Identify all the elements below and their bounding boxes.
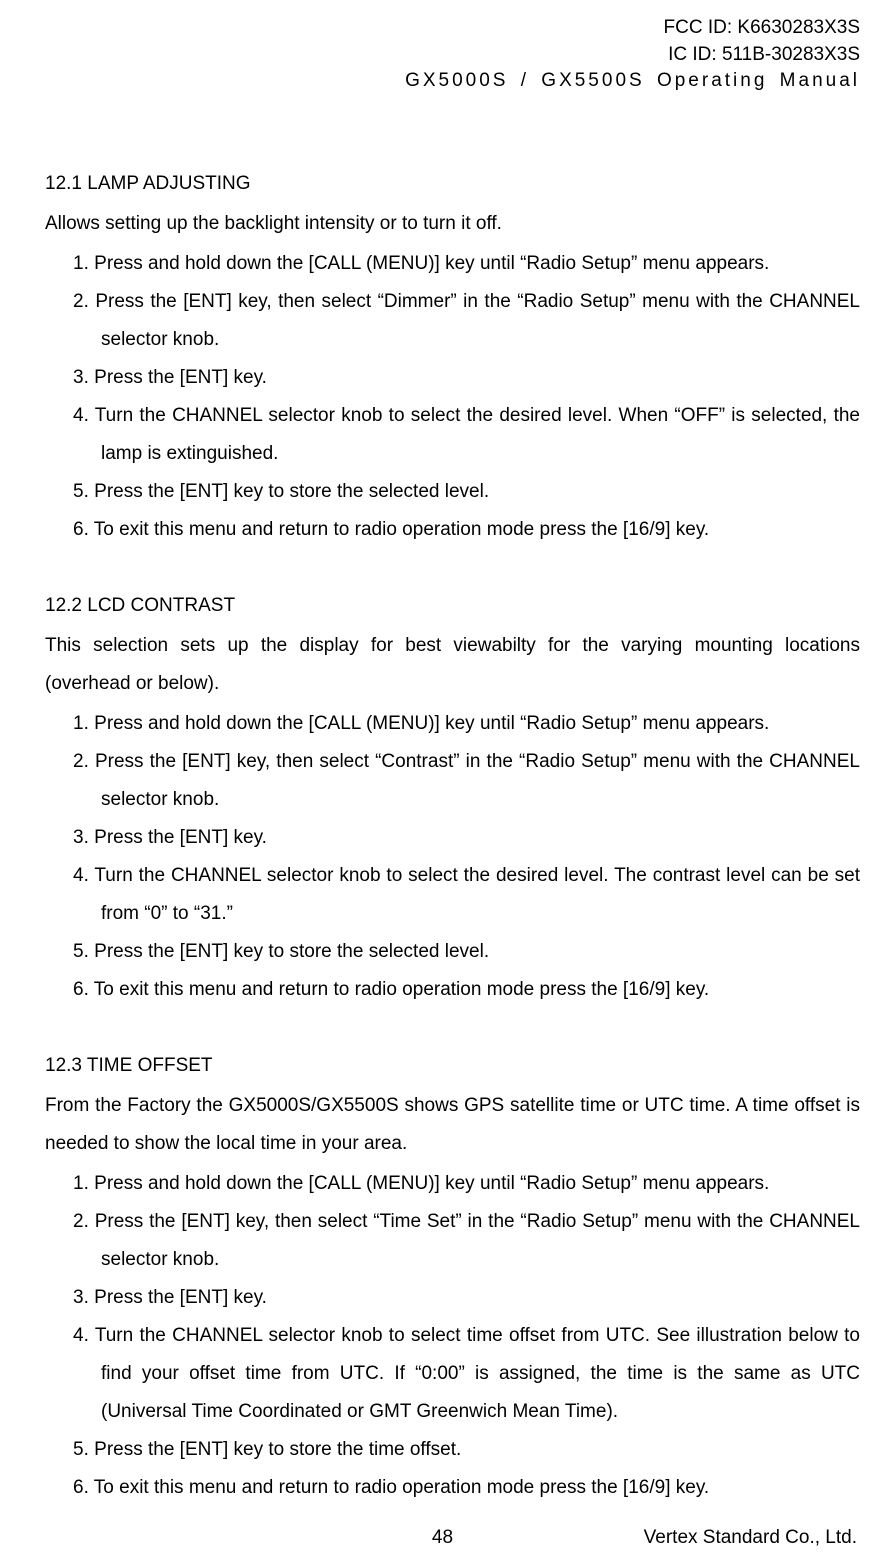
section-intro-lamp: Allows setting up the backlight intensit…: [45, 205, 860, 243]
list-number: 4.: [73, 865, 89, 886]
list-number: 4.: [73, 1325, 89, 1346]
list-text: Press the [ENT] key to store the selecte…: [94, 941, 489, 962]
document-header: FCC ID: K6630283X3S IC ID: 511B-30283X3S…: [45, 15, 860, 95]
section-list-lamp: 1. Press and hold down the [CALL (MENU)]…: [45, 245, 860, 549]
document-body: 12.1 LAMP ADJUSTING Allows setting up th…: [45, 165, 860, 1507]
list-number: 3.: [73, 827, 89, 848]
list-item: 3. Press the [ENT] key.: [73, 359, 860, 397]
list-item: 4. Turn the CHANNEL selector knob to sel…: [73, 857, 860, 933]
list-item: 1. Press and hold down the [CALL (MENU)]…: [73, 245, 860, 283]
list-text: Press the [ENT] key, then select “Dimmer…: [95, 291, 860, 350]
list-text: Press and hold down the [CALL (MENU)] ke…: [94, 713, 769, 734]
list-item: 1. Press and hold down the [CALL (MENU)]…: [73, 1165, 860, 1203]
list-number: 2.: [73, 1211, 89, 1232]
list-item: 6. To exit this menu and return to radio…: [73, 1469, 860, 1507]
list-number: 6.: [73, 979, 89, 1000]
list-number: 4.: [73, 405, 89, 426]
list-text: Press the [ENT] key to store the selecte…: [94, 481, 489, 502]
page-number: 48: [432, 1527, 453, 1549]
section-list-time: 1. Press and hold down the [CALL (MENU)]…: [45, 1165, 860, 1507]
list-number: 2.: [73, 751, 89, 772]
list-text: Press and hold down the [CALL (MENU)] ke…: [94, 253, 769, 274]
list-text: Press the [ENT] key.: [94, 367, 267, 388]
fcc-id-line: FCC ID: K6630283X3S: [45, 15, 860, 42]
list-number: 3.: [73, 1287, 89, 1308]
section-intro-time: From the Factory the GX5000S/GX5500S sho…: [45, 1087, 860, 1163]
list-item: 2. Press the [ENT] key, then select “Con…: [73, 743, 860, 819]
list-item: 2. Press the [ENT] key, then select “Dim…: [73, 283, 860, 359]
section-heading-time: 12.3 TIME OFFSET: [45, 1047, 860, 1085]
list-item: 4. Turn the CHANNEL selector knob to sel…: [73, 397, 860, 473]
list-text: Press the [ENT] key.: [94, 1287, 267, 1308]
list-number: 2.: [73, 291, 89, 312]
list-item: 5. Press the [ENT] key to store the sele…: [73, 473, 860, 511]
section-heading-contrast: 12.2 LCD CONTRAST: [45, 587, 860, 625]
list-item: 5. Press the [ENT] key to store the time…: [73, 1431, 860, 1469]
list-item: 2. Press the [ENT] key, then select “Tim…: [73, 1203, 860, 1279]
list-text: Press and hold down the [CALL (MENU)] ke…: [94, 1173, 769, 1194]
list-item: 6. To exit this menu and return to radio…: [73, 511, 860, 549]
list-number: 5.: [73, 481, 89, 502]
list-number: 1.: [73, 1173, 89, 1194]
list-number: 6.: [73, 519, 89, 540]
list-item: 3. Press the [ENT] key.: [73, 1279, 860, 1317]
list-item: 6. To exit this menu and return to radio…: [73, 971, 860, 1009]
manual-title-line: GX5000S / GX5500S Operating Manual: [45, 68, 860, 95]
list-text: Turn the CHANNEL selector knob to select…: [95, 1325, 860, 1422]
list-item: 4. Turn the CHANNEL selector knob to sel…: [73, 1317, 860, 1431]
list-text: Press the [ENT] key, then select “Contra…: [95, 751, 860, 810]
list-text: Press the [ENT] key, then select “Time S…: [95, 1211, 860, 1270]
list-text: To exit this menu and return to radio op…: [94, 979, 709, 1000]
list-number: 1.: [73, 713, 89, 734]
list-item: 1. Press and hold down the [CALL (MENU)]…: [73, 705, 860, 743]
list-text: Turn the CHANNEL selector knob to select…: [95, 405, 860, 464]
list-number: 5.: [73, 1439, 89, 1460]
section-heading-lamp: 12.1 LAMP ADJUSTING: [45, 165, 860, 203]
list-number: 1.: [73, 253, 89, 274]
list-item: 3. Press the [ENT] key.: [73, 819, 860, 857]
list-text: Press the [ENT] key.: [94, 827, 267, 848]
list-number: 3.: [73, 367, 89, 388]
list-number: 6.: [73, 1477, 89, 1498]
list-item: 5. Press the [ENT] key to store the sele…: [73, 933, 860, 971]
ic-id-line: IC ID: 511B-30283X3S: [45, 42, 860, 69]
list-number: 5.: [73, 941, 89, 962]
company-name: Vertex Standard Co., Ltd.: [644, 1527, 857, 1549]
list-text: To exit this menu and return to radio op…: [94, 1477, 709, 1498]
list-text: To exit this menu and return to radio op…: [94, 519, 709, 540]
section-list-contrast: 1. Press and hold down the [CALL (MENU)]…: [45, 705, 860, 1009]
list-text: Turn the CHANNEL selector knob to select…: [94, 865, 860, 924]
section-intro-contrast: This selection sets up the display for b…: [45, 627, 860, 703]
list-text: Press the [ENT] key to store the time of…: [94, 1439, 461, 1460]
